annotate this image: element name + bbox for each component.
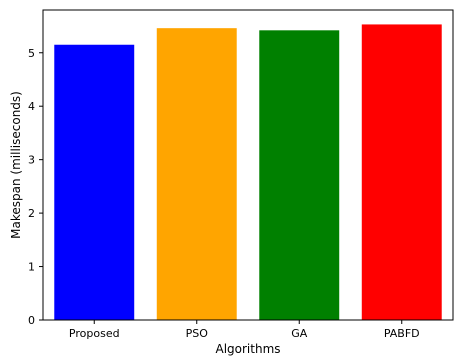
x-axis-label: Algorithms (215, 342, 280, 356)
bar-proposed (54, 44, 135, 320)
x-axis-ticks: Proposed PSO GA PABFD (69, 320, 420, 340)
x-tick-label: GA (291, 327, 308, 340)
bar-pso (156, 28, 237, 320)
bar-pabfd (361, 24, 442, 321)
y-axis-ticks: 0 1 2 3 4 5 (28, 47, 43, 327)
x-tick-label: PSO (186, 327, 209, 340)
x-tick-label: PABFD (384, 327, 420, 340)
y-tick-label: 0 (28, 314, 35, 327)
bars-group (54, 24, 442, 321)
x-tick-label: Proposed (69, 327, 120, 340)
y-axis-label: Makespan (milliseconds) (9, 91, 23, 239)
y-tick-label: 3 (28, 154, 35, 167)
y-tick-label: 4 (28, 100, 35, 113)
y-tick-label: 1 (28, 261, 35, 274)
y-tick-label: 5 (28, 47, 35, 60)
plot-frame (42, 9, 454, 321)
bar-ga (259, 30, 340, 321)
y-tick-label: 2 (28, 207, 35, 220)
